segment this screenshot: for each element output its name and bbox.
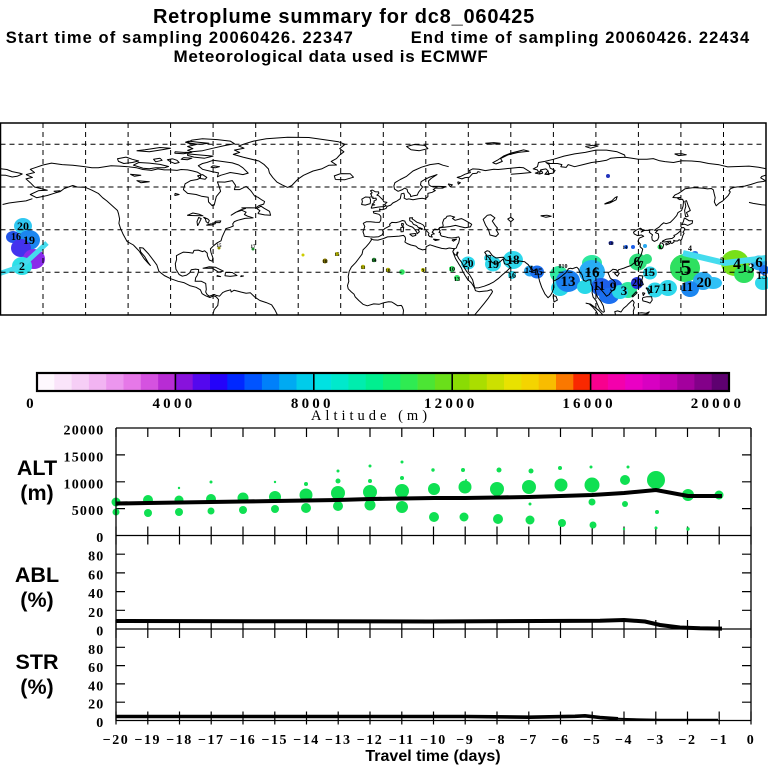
svg-text:9: 9: [610, 279, 617, 294]
svg-text:9: 9: [422, 269, 425, 274]
svg-text:3: 3: [621, 283, 628, 298]
svg-text:17: 17: [485, 254, 493, 262]
svg-text:5: 5: [681, 255, 692, 280]
svg-text:−9: −9: [456, 733, 474, 748]
svg-text:810: 810: [559, 264, 568, 270]
svg-text:6: 6: [659, 246, 662, 251]
svg-text:40: 40: [88, 679, 104, 694]
svg-text:−5: −5: [583, 733, 601, 748]
svg-text:15000: 15000: [64, 450, 105, 465]
svg-text:ABL: ABL: [15, 563, 59, 587]
svg-text:−3: −3: [647, 733, 665, 748]
svg-text:4000: 4000: [152, 396, 195, 412]
svg-text:(%): (%): [20, 675, 53, 699]
svg-text:−4: −4: [615, 733, 633, 748]
svg-text:20: 20: [632, 278, 642, 289]
svg-text:−1: −1: [710, 733, 728, 748]
svg-text:40: 40: [88, 587, 104, 602]
svg-text:16: 16: [508, 271, 516, 280]
svg-text:10: 10: [449, 267, 455, 273]
svg-text:11: 11: [361, 266, 366, 271]
svg-text:−2: −2: [679, 733, 697, 748]
svg-text:20: 20: [88, 698, 104, 713]
svg-text:11: 11: [661, 280, 672, 294]
svg-text:15: 15: [643, 265, 655, 279]
svg-text:20: 20: [17, 219, 29, 233]
svg-text:15: 15: [757, 270, 768, 282]
svg-text:5: 5: [720, 256, 724, 265]
svg-text:16: 16: [585, 265, 601, 281]
svg-text:−18: −18: [166, 733, 192, 748]
svg-text:80: 80: [88, 643, 104, 658]
svg-text:20000: 20000: [691, 396, 745, 412]
svg-text:(%): (%): [20, 588, 53, 612]
svg-text:20: 20: [697, 275, 712, 291]
svg-text:0: 0: [747, 733, 756, 748]
svg-text:0: 0: [96, 531, 104, 546]
svg-text:−8: −8: [488, 733, 506, 748]
svg-text:ALT: ALT: [17, 456, 57, 480]
svg-text:13: 13: [561, 274, 576, 290]
svg-text:2: 2: [19, 259, 25, 273]
svg-text:0: 0: [26, 396, 37, 412]
svg-text:5000: 5000: [72, 504, 105, 519]
svg-text:−13: −13: [325, 733, 351, 748]
svg-text:18: 18: [323, 260, 329, 265]
svg-text:15: 15: [335, 253, 341, 258]
svg-text:10: 10: [386, 269, 392, 274]
svg-text:−6: −6: [552, 733, 570, 748]
svg-text:12000: 12000: [424, 396, 478, 412]
svg-text:80: 80: [88, 550, 104, 565]
svg-text:18: 18: [609, 242, 615, 247]
svg-text:20: 20: [463, 258, 475, 270]
svg-text:18: 18: [507, 252, 521, 267]
svg-text:−14: −14: [293, 733, 319, 748]
svg-text:4: 4: [733, 256, 741, 273]
svg-text:−15: −15: [262, 733, 288, 748]
svg-text:Retroplume summary for dc8_060: Retroplume summary for dc8_060425: [153, 6, 535, 28]
svg-text:14: 14: [372, 259, 378, 264]
svg-text:19: 19: [487, 257, 499, 271]
svg-text:6: 6: [634, 255, 641, 270]
svg-text:60: 60: [88, 568, 104, 583]
svg-text:11: 11: [681, 279, 693, 294]
svg-text:−12: −12: [357, 733, 383, 748]
svg-text:−7: −7: [520, 733, 538, 748]
svg-text:14: 14: [525, 266, 533, 275]
svg-text:20000: 20000: [64, 424, 105, 439]
svg-text:16: 16: [11, 232, 21, 243]
svg-text:8000: 8000: [291, 396, 334, 412]
svg-text:13: 13: [742, 260, 756, 275]
svg-text:11: 11: [593, 278, 605, 293]
svg-text:17: 17: [648, 282, 660, 296]
svg-text:(m): (m): [20, 481, 53, 505]
svg-text:Altitude (m): Altitude (m): [311, 408, 431, 424]
svg-text:6: 6: [755, 255, 763, 271]
svg-text:0: 0: [96, 716, 104, 731]
svg-text:STR: STR: [16, 650, 59, 674]
svg-text:4: 4: [688, 244, 692, 253]
svg-text:16000: 16000: [562, 396, 616, 412]
svg-text:Meteorological data used is EC: Meteorological data used is ECMWF: [174, 47, 489, 66]
svg-text:19: 19: [23, 233, 35, 247]
svg-text:−16: −16: [230, 733, 256, 748]
svg-text:13: 13: [454, 277, 460, 283]
svg-text:10000: 10000: [64, 477, 105, 492]
svg-text:−17: −17: [198, 733, 224, 748]
svg-text:Start time of sampling 2006042: Start time of sampling 20060426. 22347 E…: [6, 29, 750, 47]
svg-text:20: 20: [88, 606, 104, 621]
svg-text:14: 14: [623, 246, 629, 251]
svg-text:60: 60: [88, 661, 104, 676]
svg-text:15: 15: [217, 244, 223, 249]
svg-text:−20: −20: [103, 733, 129, 748]
svg-text:17: 17: [251, 245, 257, 250]
svg-text:−10: −10: [420, 733, 446, 748]
svg-text:Travel time (days): Travel time (days): [365, 748, 500, 765]
svg-text:−19: −19: [135, 733, 161, 748]
svg-text:0: 0: [96, 625, 104, 640]
svg-text:−11: −11: [389, 733, 415, 748]
svg-text:15: 15: [534, 267, 544, 277]
